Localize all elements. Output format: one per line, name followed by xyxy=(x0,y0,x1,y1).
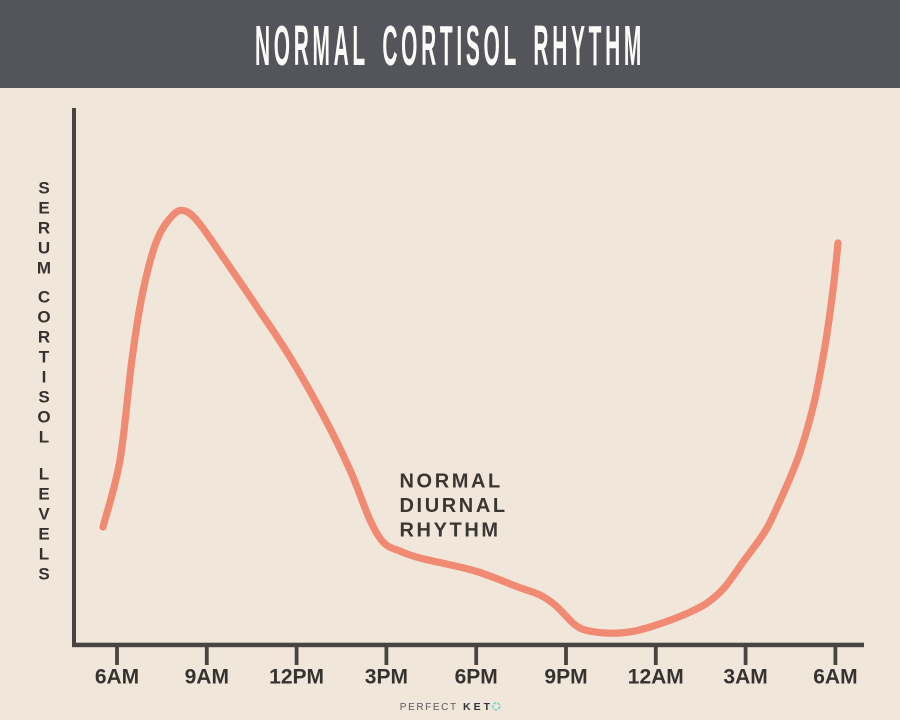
svg-text:PERFECT: PERFECT xyxy=(400,702,458,713)
svg-text:9PM: 9PM xyxy=(544,666,587,689)
svg-text:E: E xyxy=(38,525,49,544)
svg-text:KET: KET xyxy=(463,701,493,713)
svg-text:S: S xyxy=(38,565,49,584)
svg-text:9AM: 9AM xyxy=(185,666,229,689)
svg-text:DIURNAL: DIURNAL xyxy=(400,495,508,517)
svg-text:E: E xyxy=(38,199,49,218)
svg-text:O: O xyxy=(37,308,50,327)
svg-text:C: C xyxy=(38,288,50,307)
svg-text:L: L xyxy=(39,465,49,484)
svg-text:S: S xyxy=(38,179,49,198)
svg-text:L: L xyxy=(39,428,49,447)
svg-text:12AM: 12AM xyxy=(628,666,684,689)
svg-text:I: I xyxy=(42,368,47,387)
svg-text:O: O xyxy=(37,408,50,427)
svg-text:M: M xyxy=(37,259,51,278)
svg-text:NORMAL CORTISOL RHYTHM: NORMAL CORTISOL RHYTHM xyxy=(255,14,645,78)
svg-text:6AM: 6AM xyxy=(95,666,139,689)
svg-text:S: S xyxy=(38,388,49,407)
svg-text:3PM: 3PM xyxy=(365,666,408,689)
svg-text:U: U xyxy=(38,239,50,258)
svg-text:12PM: 12PM xyxy=(269,666,324,689)
svg-text:RHYTHM: RHYTHM xyxy=(400,519,501,541)
svg-text:NORMAL: NORMAL xyxy=(400,470,503,492)
svg-text:V: V xyxy=(38,505,50,524)
svg-text:L: L xyxy=(39,545,49,564)
svg-text:R: R xyxy=(38,219,50,238)
svg-text:3AM: 3AM xyxy=(723,666,767,689)
svg-text:T: T xyxy=(39,348,50,367)
svg-text:E: E xyxy=(38,485,49,504)
svg-text:6AM: 6AM xyxy=(813,666,857,689)
svg-text:R: R xyxy=(38,328,50,347)
svg-text:6PM: 6PM xyxy=(455,666,498,689)
